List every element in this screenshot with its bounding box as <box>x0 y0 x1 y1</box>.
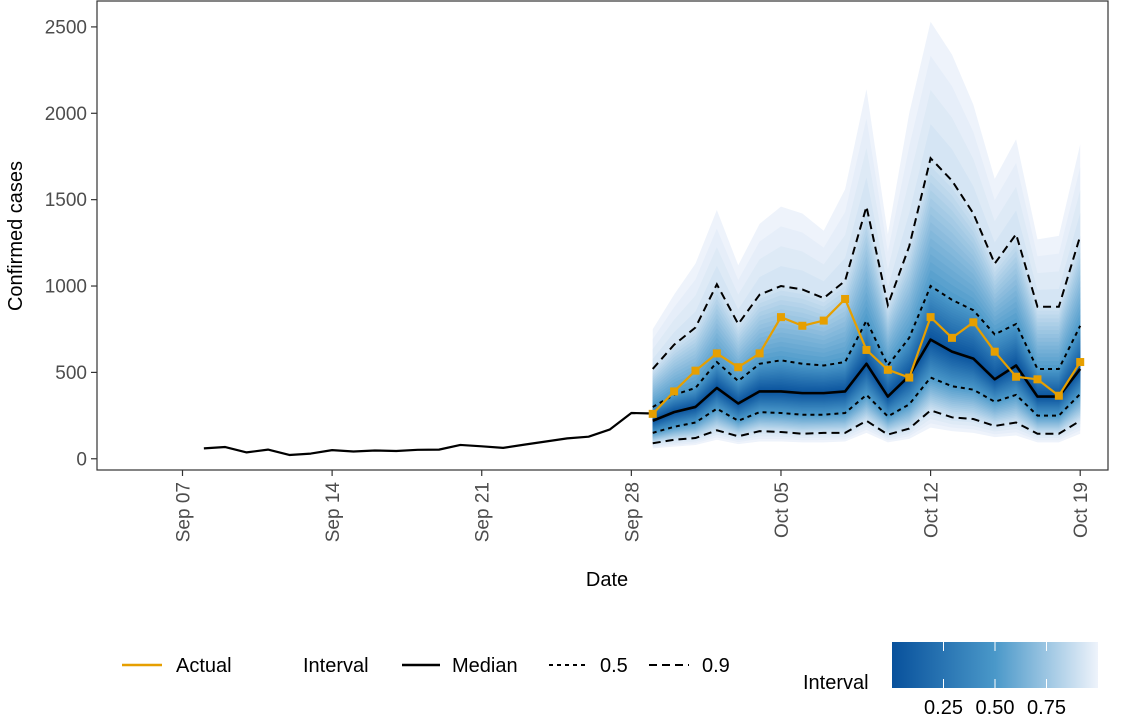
actual-point <box>1076 358 1085 367</box>
actual-point <box>670 387 679 396</box>
q90-upper-line <box>651 156 1082 370</box>
x-tick-label: Oct 12 <box>922 482 943 538</box>
forecast-interval-bands <box>652 21 1081 449</box>
y-tick-label: 0 <box>76 449 87 470</box>
actual-point <box>798 321 807 330</box>
actual-point <box>883 365 892 374</box>
colorbar-tick-label: 0.75 <box>1027 697 1066 719</box>
actual-point <box>862 345 871 354</box>
y-tick-label: 500 <box>55 363 87 384</box>
actual-point <box>734 363 743 372</box>
median-line <box>652 338 1082 422</box>
actual-point <box>905 373 914 382</box>
q50-upper-line <box>652 284 1082 408</box>
actual-point <box>648 409 657 418</box>
legend-q50-label: 0.5 <box>600 655 628 677</box>
y-tick-label: 1500 <box>45 190 87 211</box>
y-axis-title: Confirmed cases <box>5 161 27 311</box>
legend-median-label: Median <box>452 655 518 677</box>
y-tick-label: 2000 <box>45 104 87 125</box>
x-tick-label: Sep 28 <box>622 482 643 542</box>
history-line <box>203 411 653 457</box>
legend-interval-title: Interval <box>303 655 369 677</box>
y-axis: 0 500 1000 1500 2000 2500 <box>45 17 97 470</box>
actual-point <box>947 333 956 342</box>
actual-point <box>1054 391 1063 400</box>
x-axis-title: Date <box>586 569 628 591</box>
actual-point <box>969 318 978 327</box>
actual-point <box>841 294 850 303</box>
x-tick-label: Oct 05 <box>772 482 793 538</box>
x-tick-label: Sep 21 <box>473 482 494 542</box>
x-tick-label: Sep 07 <box>174 482 195 542</box>
x-tick-label: Oct 19 <box>1071 482 1092 538</box>
actual-point <box>819 316 828 325</box>
quantile-lines <box>651 156 1082 445</box>
actual-point <box>1012 372 1021 381</box>
colorbar-tick-label: 0.25 <box>924 697 963 719</box>
actual-series <box>648 294 1085 418</box>
colorbar-ticks: 0.25 0.50 0.75 <box>924 642 1066 719</box>
colorbar-title: Interval <box>803 672 869 694</box>
legend: Actual Interval Median 0.5 0.9 Interval … <box>122 642 1098 719</box>
actual-point <box>755 349 764 358</box>
median-layer <box>652 338 1082 422</box>
y-tick-label: 1000 <box>45 277 87 298</box>
plot-panel-border <box>96 0 1109 471</box>
y-tick-label: 2500 <box>45 17 87 38</box>
x-axis: Sep 07 Sep 14 Sep 21 Sep 28 Oct 05 Oct 12 Oct … <box>174 470 1092 543</box>
x-tick-label: Sep 14 <box>323 482 344 543</box>
history-layer <box>203 411 653 457</box>
legend-actual-label: Actual <box>176 655 232 677</box>
actual-point <box>926 313 935 322</box>
legend-q90-label: 0.9 <box>702 655 730 677</box>
actual-point <box>1033 375 1042 384</box>
actual-point <box>691 366 700 375</box>
colorbar-tick-label: 0.50 <box>976 697 1015 719</box>
actual-point <box>712 349 721 358</box>
actual-point <box>776 313 785 322</box>
actual-point <box>990 347 999 356</box>
